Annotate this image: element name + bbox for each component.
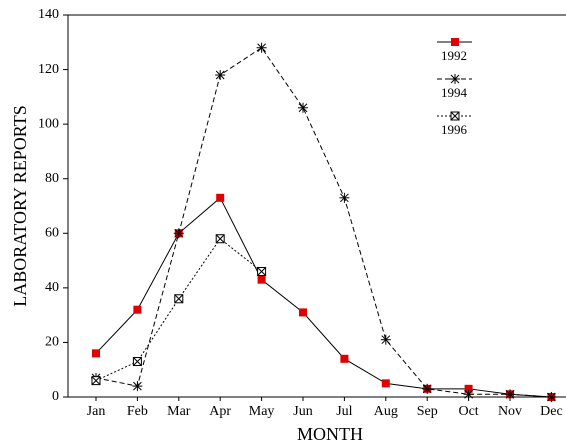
marker-stroke	[133, 357, 142, 366]
y-tick-label: 140	[38, 7, 59, 22]
y-tick-label: 40	[45, 280, 59, 295]
marker	[132, 357, 142, 367]
marker-stroke	[174, 228, 184, 238]
marker-square	[257, 275, 266, 284]
marker-stroke	[298, 103, 308, 113]
x-tick-label: Mar	[167, 404, 191, 419]
marker	[463, 389, 474, 400]
marker-square	[381, 379, 390, 388]
marker	[299, 308, 307, 317]
marker-stroke	[464, 389, 473, 399]
y-tick-label: 60	[45, 226, 59, 241]
marker	[173, 228, 184, 239]
marker-stroke	[257, 43, 266, 53]
marker-stroke	[257, 267, 266, 276]
marker-stroke	[381, 335, 391, 345]
y-axis-title: LABORATORY REPORTS	[10, 105, 30, 306]
y-tick-label: 0	[52, 389, 59, 404]
marker	[340, 354, 349, 363]
x-tick-label: Sep	[417, 404, 438, 419]
marker	[215, 234, 225, 244]
y-tick-label: 80	[45, 171, 59, 186]
marker	[505, 389, 515, 400]
marker	[91, 376, 101, 386]
marker-stroke	[340, 193, 349, 203]
x-tick-label: Oct	[458, 404, 478, 419]
marker	[380, 334, 391, 345]
marker	[298, 102, 308, 113]
legend-label: 1994	[441, 85, 468, 100]
marker-square	[451, 38, 459, 46]
marker	[339, 192, 350, 203]
marker-square	[340, 354, 349, 363]
marker-square	[133, 305, 142, 314]
marker-stroke	[133, 381, 142, 391]
marker-stroke	[422, 384, 432, 394]
marker	[256, 42, 267, 53]
marker	[215, 70, 226, 81]
marker	[92, 349, 100, 358]
marker	[546, 392, 557, 402]
x-tick-label: Nov	[498, 404, 522, 419]
x-tick-label: May	[249, 404, 275, 419]
marker	[174, 294, 184, 304]
y-tick-label: 120	[38, 62, 59, 77]
marker-stroke	[505, 389, 515, 399]
x-tick-label: Feb	[127, 404, 148, 419]
y-tick-label: 100	[38, 116, 59, 131]
legend-marker	[450, 74, 460, 84]
series-line	[95, 238, 262, 382]
legend-label: 1996	[441, 122, 468, 137]
marker-stroke	[450, 74, 460, 84]
x-tick-label: Jan	[87, 404, 106, 419]
y-tick-label: 20	[45, 335, 59, 350]
marker-square	[216, 193, 225, 202]
x-axis-title: MONTH	[297, 424, 363, 444]
x-tick-label: Jun	[293, 404, 312, 419]
marker	[216, 193, 225, 202]
marker-stroke	[215, 234, 225, 244]
x-tick-label: Aug	[374, 404, 398, 419]
marker-stroke	[450, 111, 460, 121]
series-line	[95, 197, 552, 398]
marker-stroke	[547, 392, 556, 402]
x-tick-label: Apr	[209, 404, 231, 419]
x-tick-label: Dec	[540, 404, 563, 419]
marker	[464, 384, 473, 393]
x-tick-label: Jul	[336, 404, 352, 419]
marker-stroke	[174, 294, 184, 304]
marker	[381, 379, 390, 388]
legend-marker	[450, 111, 460, 121]
marker-square	[464, 384, 473, 393]
legend-marker	[451, 38, 459, 46]
legend-label: 1992	[441, 48, 467, 63]
marker-square	[299, 308, 307, 317]
marker-stroke	[215, 70, 225, 80]
series-line	[95, 47, 552, 398]
marker	[132, 381, 143, 392]
marker	[133, 305, 142, 314]
marker	[422, 383, 433, 394]
marker	[257, 266, 267, 276]
marker-stroke	[91, 376, 101, 385]
marker-square	[92, 349, 100, 358]
marker	[257, 275, 266, 284]
